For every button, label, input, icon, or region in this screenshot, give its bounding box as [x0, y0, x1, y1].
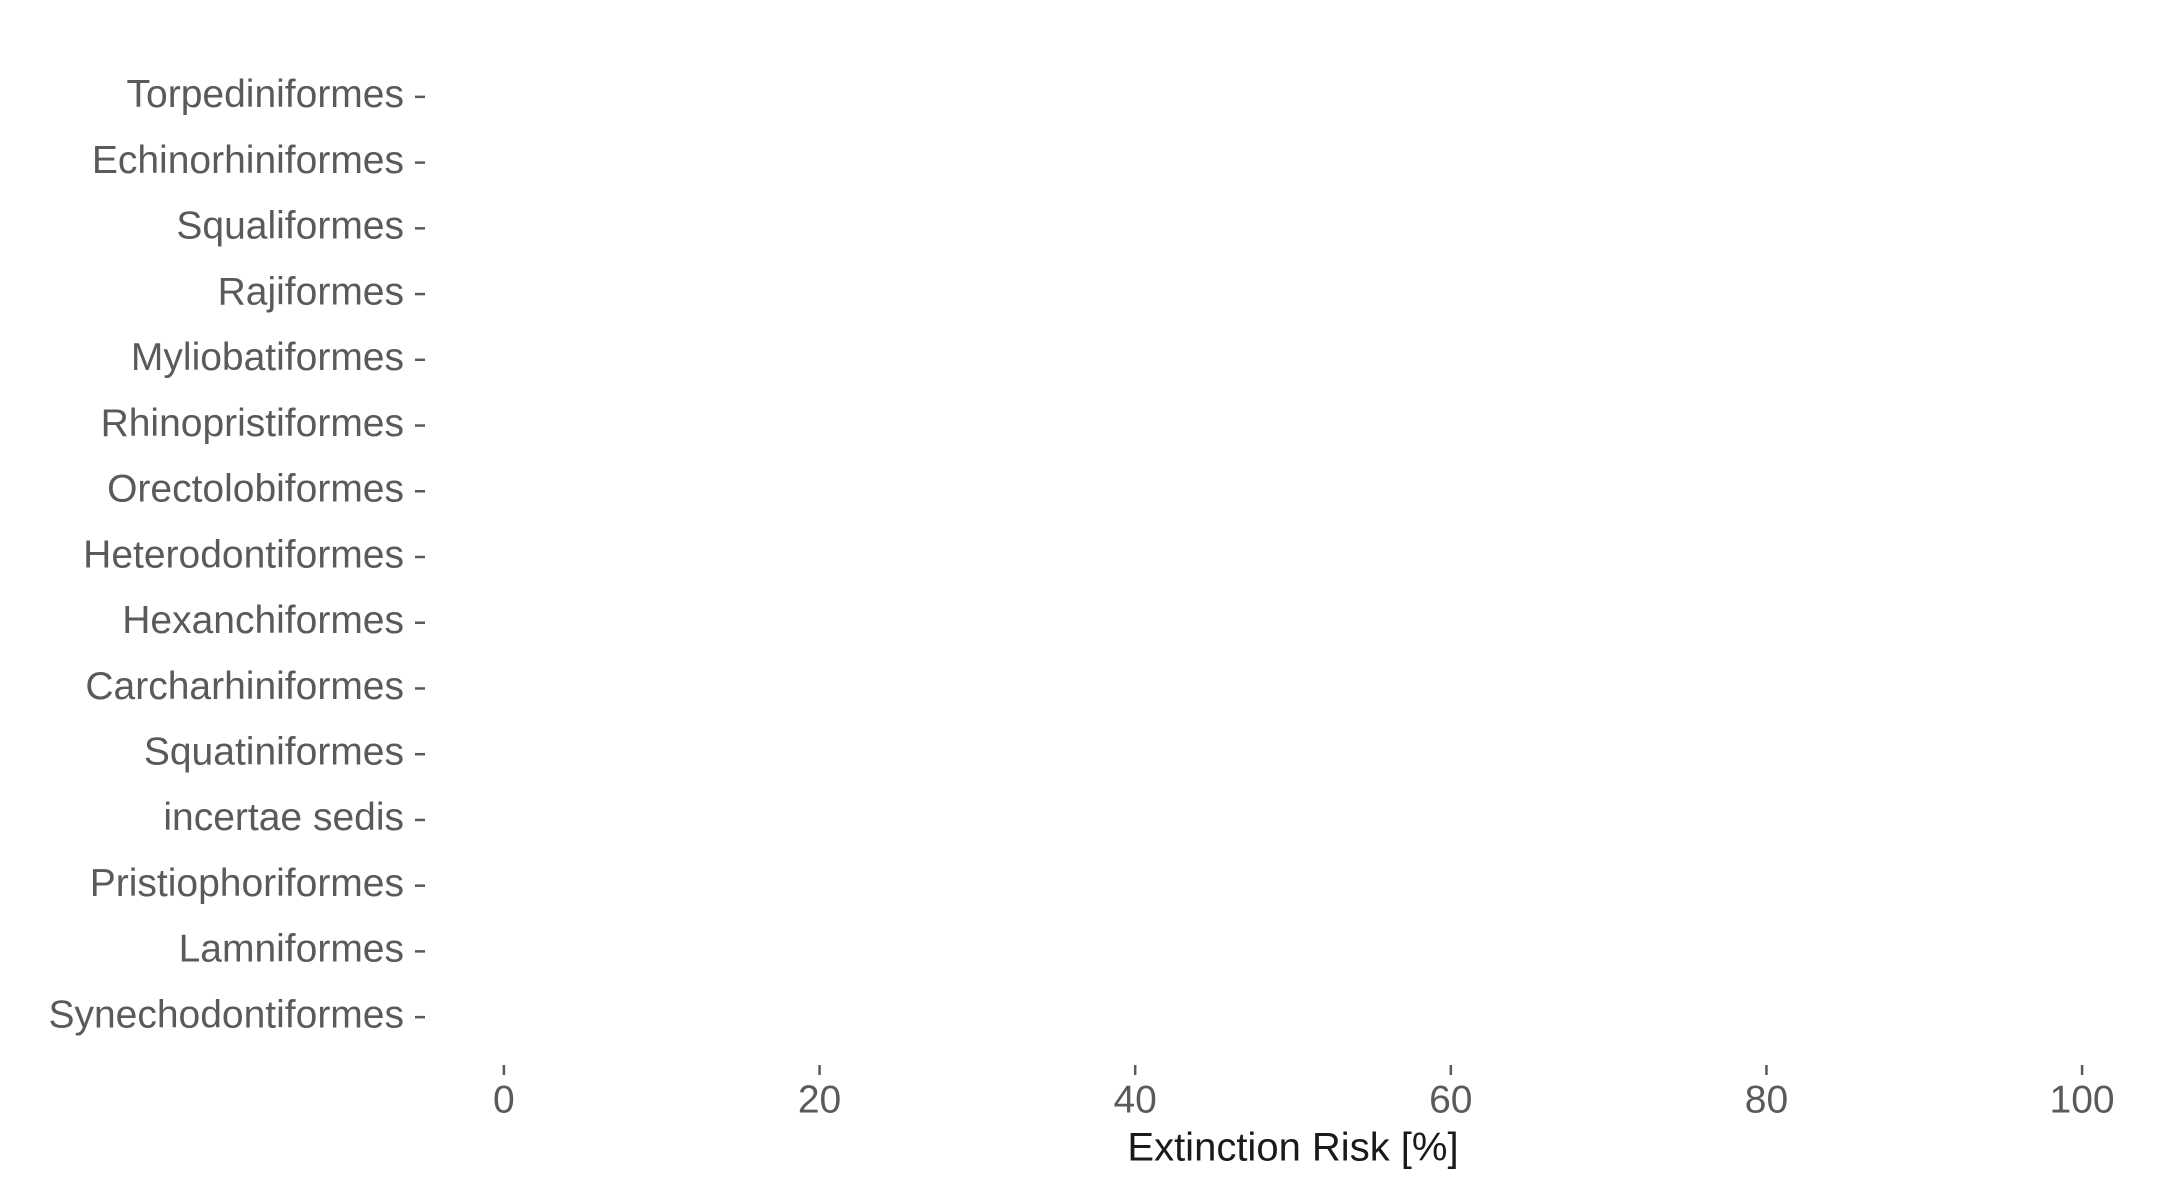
y-tick-label: Rajiformes: [218, 270, 404, 313]
y-tick-label: Squaliformes: [176, 205, 404, 248]
x-tick-label: 0: [493, 1078, 515, 1121]
y-tick-label: Heterodontiformes: [83, 533, 404, 576]
y-tick-label: Echinorhiniformes: [92, 139, 404, 182]
y-tick-label: incertae sedis: [163, 796, 404, 839]
x-tick-label: 80: [1745, 1078, 1788, 1121]
y-tick-label: Synechodontiformes: [48, 993, 404, 1036]
y-tick-label: Orectolobiformes: [107, 468, 404, 511]
y-tick-label: Torpediniformes: [127, 73, 404, 116]
x-tick-label: 60: [1429, 1078, 1472, 1121]
y-tick-label: Myliobatiformes: [131, 336, 404, 379]
x-tick-label: 40: [1113, 1078, 1156, 1121]
y-tick-label: Rhinopristiformes: [101, 402, 404, 445]
x-axis-title: Extinction Risk [%]: [1127, 1126, 1458, 1170]
y-tick-label: Hexanchiformes: [122, 599, 404, 642]
y-tick-label: Carcharhiniformes: [85, 665, 404, 708]
x-tick-label: 100: [2050, 1078, 2115, 1121]
x-tick-label: 20: [798, 1078, 841, 1121]
y-tick-label: Lamniformes: [179, 928, 404, 971]
y-tick-label: Squatiniformes: [144, 730, 404, 773]
y-tick-label: Pristiophoriformes: [90, 862, 404, 905]
